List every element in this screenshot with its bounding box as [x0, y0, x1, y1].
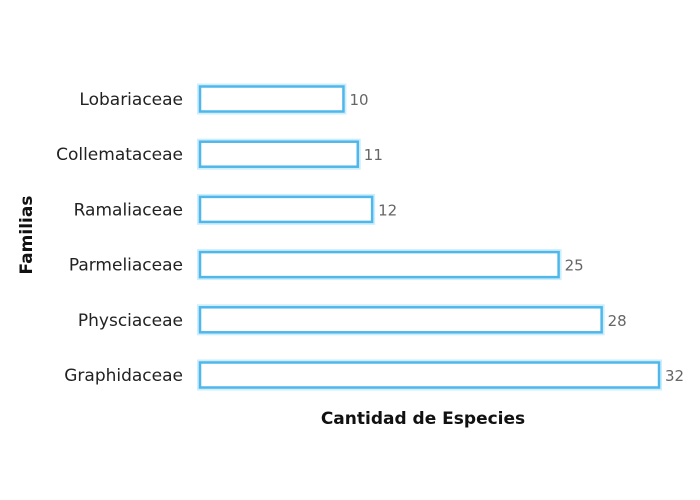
y-axis-title: Familias [17, 196, 37, 275]
value-label-parmeliaceae: 25 [565, 257, 584, 275]
x-axis-title: Cantidad de Especies [321, 409, 525, 429]
category-label-parmeliaceae: Parmeliaceae [69, 256, 183, 276]
category-labels: Lobariaceae Collemataceae Ramaliaceae Parme… [56, 90, 183, 386]
bar-physciaceae[interactable] [198, 306, 603, 334]
bar-collemataceae[interactable] [198, 140, 360, 168]
value-label-graphidaceae: 32 [665, 367, 684, 385]
value-label-collemataceae: 11 [364, 146, 383, 164]
value-label-lobariaceae: 10 [349, 91, 368, 109]
bar-lobariaceae[interactable] [198, 85, 345, 113]
bars-layer [197, 83, 662, 391]
value-labels: 10 11 12 25 28 32 [349, 91, 684, 385]
category-label-ramaliaceae: Ramaliaceae [74, 200, 183, 220]
value-label-physciaceae: 28 [608, 312, 627, 330]
bar-graphidaceae[interactable] [198, 361, 661, 389]
bar-parmeliaceae[interactable] [198, 250, 560, 279]
category-label-lobariaceae: Lobariaceae [79, 90, 183, 110]
category-label-collemataceae: Collemataceae [56, 145, 183, 165]
value-label-ramaliaceae: 12 [378, 201, 397, 219]
category-label-physciaceae: Physciaceae [78, 311, 183, 331]
category-label-graphidaceae: Graphidaceae [64, 366, 183, 386]
bar-ramaliaceae[interactable] [198, 195, 374, 224]
